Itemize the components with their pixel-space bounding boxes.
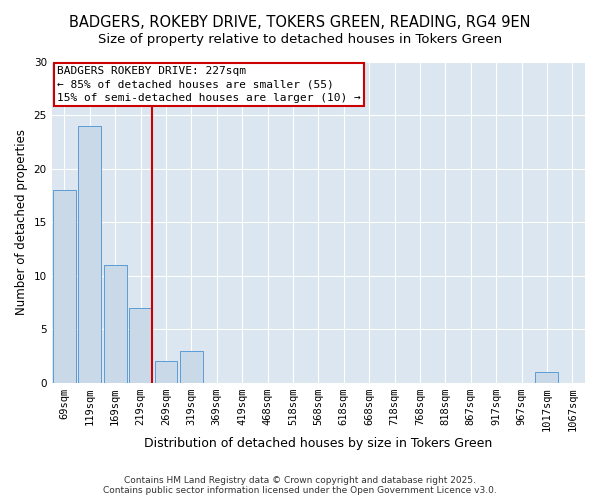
Bar <box>535 372 559 383</box>
Text: BADGERS ROKEBY DRIVE: 227sqm
← 85% of detached houses are smaller (55)
15% of se: BADGERS ROKEBY DRIVE: 227sqm ← 85% of de… <box>57 66 361 102</box>
Bar <box>79 126 101 383</box>
Bar <box>155 362 178 383</box>
X-axis label: Distribution of detached houses by size in Tokers Green: Distribution of detached houses by size … <box>144 437 493 450</box>
Text: Size of property relative to detached houses in Tokers Green: Size of property relative to detached ho… <box>98 32 502 46</box>
Bar <box>104 265 127 383</box>
Y-axis label: Number of detached properties: Number of detached properties <box>15 129 28 315</box>
Bar <box>53 190 76 383</box>
Bar <box>129 308 152 383</box>
Text: BADGERS, ROKEBY DRIVE, TOKERS GREEN, READING, RG4 9EN: BADGERS, ROKEBY DRIVE, TOKERS GREEN, REA… <box>69 15 531 30</box>
Text: Contains HM Land Registry data © Crown copyright and database right 2025.
Contai: Contains HM Land Registry data © Crown c… <box>103 476 497 495</box>
Bar <box>180 350 203 383</box>
